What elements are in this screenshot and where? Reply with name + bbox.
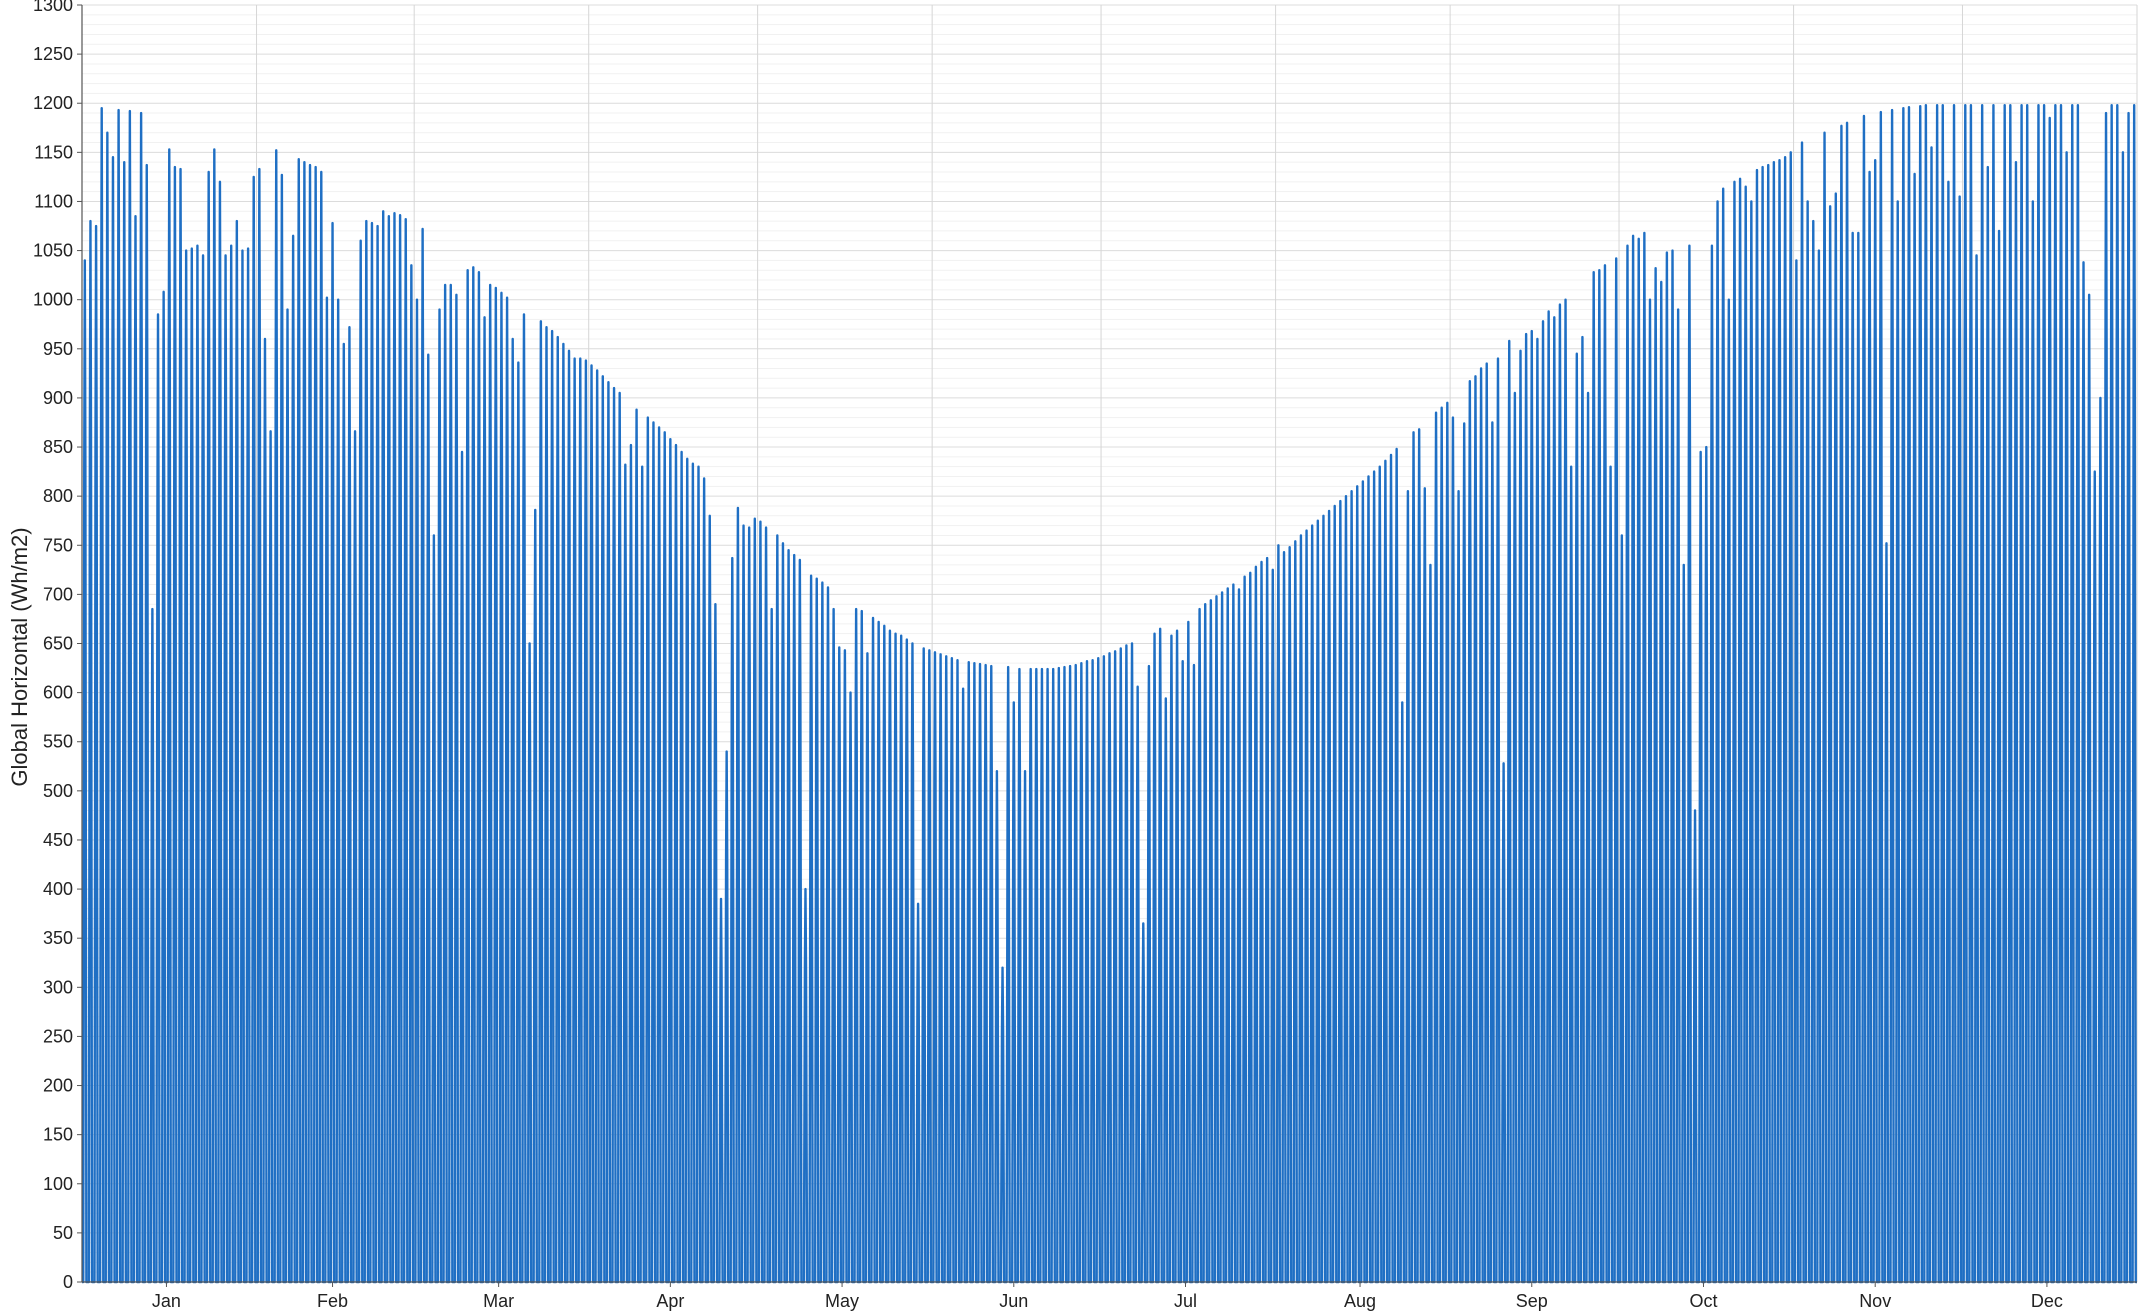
y-tick-label: 1300: [33, 0, 73, 15]
y-tick-label: 600: [43, 683, 73, 703]
y-axis-title: Global Horizontal (Wh/m2): [7, 527, 32, 786]
x-tick-label: May: [825, 1291, 859, 1311]
y-tick-label: 150: [43, 1125, 73, 1145]
x-tick-label: Dec: [2031, 1291, 2063, 1311]
x-tick-label: Aug: [1344, 1291, 1376, 1311]
y-tick-label: 500: [43, 781, 73, 801]
y-tick-label: 1200: [33, 93, 73, 113]
y-tick-label: 0: [63, 1272, 73, 1292]
y-tick-label: 850: [43, 437, 73, 457]
y-tick-label: 550: [43, 732, 73, 752]
x-tick-label: Jan: [152, 1291, 181, 1311]
y-tick-label: 400: [43, 879, 73, 899]
y-tick-label: 300: [43, 977, 73, 997]
axes: 0 50 100 150 200 250 300 350 400 450 500 550 600 650 7…: [33, 0, 2137, 1311]
x-tick-label: Nov: [1859, 1291, 1891, 1311]
x-tick-label: Apr: [656, 1291, 684, 1311]
y-tick-label: 700: [43, 584, 73, 604]
x-tick-label: Oct: [1689, 1291, 1717, 1311]
y-tick-label: 1100: [34, 191, 73, 211]
y-tick-label: 950: [43, 339, 73, 359]
x-tick-label: Feb: [317, 1291, 348, 1311]
y-tick-label: 1000: [33, 290, 73, 310]
y-tick-label: 200: [43, 1076, 73, 1096]
x-tick-label: Jun: [999, 1291, 1028, 1311]
y-tick-label: 350: [43, 928, 73, 948]
series-group: [82, 103, 2137, 1284]
y-tick-label: 250: [43, 1026, 73, 1046]
x-tick-label: Jul: [1174, 1291, 1197, 1311]
y-tick-label: 450: [43, 830, 73, 850]
y-tick-label: 100: [43, 1174, 73, 1194]
y-tick-label: 900: [43, 388, 73, 408]
y-tick-label: 1050: [33, 241, 73, 261]
y-tick-label: 800: [43, 486, 73, 506]
x-tick-label: Mar: [483, 1291, 514, 1311]
y-tick-label: 750: [43, 535, 73, 555]
y-tick-label: 50: [53, 1223, 73, 1243]
y-tick-label: 650: [43, 634, 73, 654]
y-tick-label: 1150: [34, 142, 73, 162]
x-tick-label: Sep: [1516, 1291, 1548, 1311]
series-line-1: [82, 103, 2137, 1284]
y-tick-label: 1250: [33, 44, 73, 64]
